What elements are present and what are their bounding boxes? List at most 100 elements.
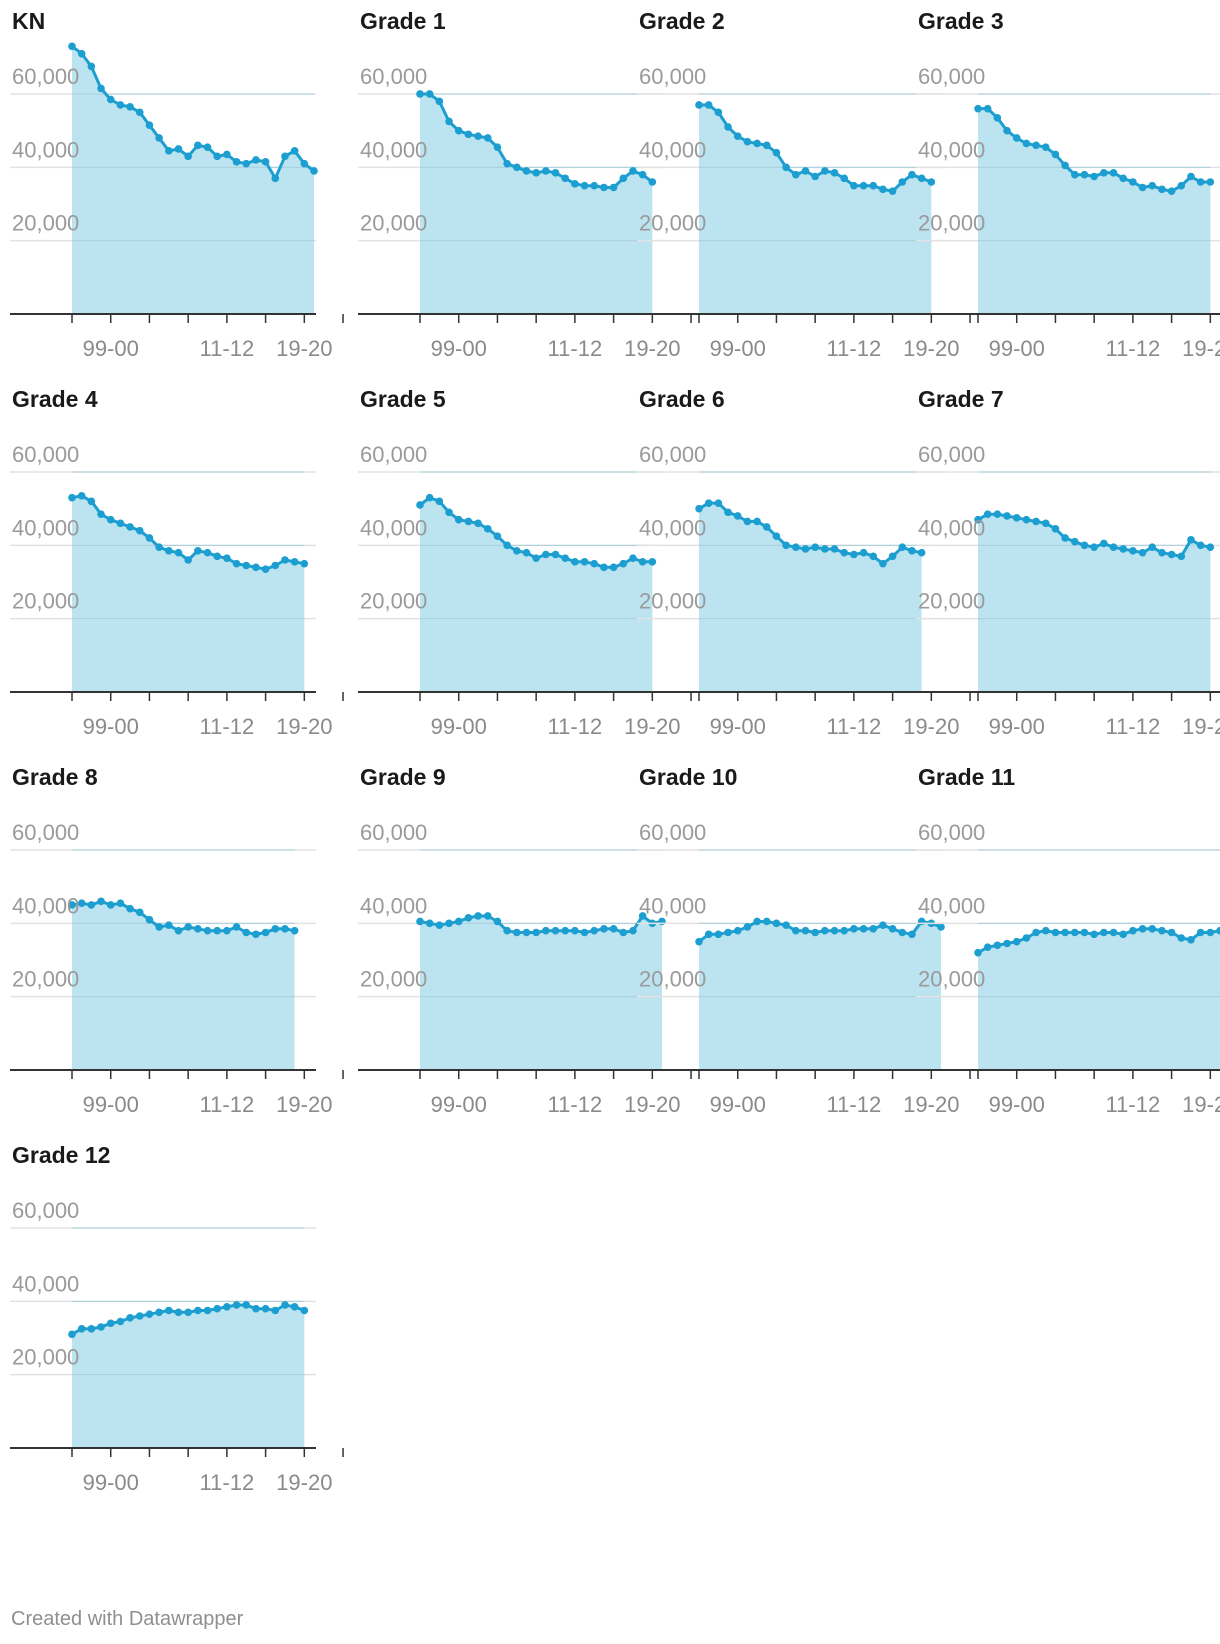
data-point: [77, 492, 86, 500]
data-point: [165, 921, 173, 929]
data-point: [1032, 141, 1040, 150]
data-point: [600, 183, 608, 192]
data-point: [638, 912, 647, 920]
data-point: [993, 114, 1002, 122]
data-point: [184, 152, 192, 161]
panel-kn: KN 99-00 11-12 19-20 20,000 40,000 60,000: [0, 0, 344, 380]
data-point: [1051, 150, 1060, 159]
data-point: [898, 178, 907, 186]
data-point: [1187, 172, 1195, 181]
data-point: [724, 123, 732, 131]
x-tick-label: 19-20: [1182, 336, 1220, 361]
y-tick-label: 20,000: [360, 211, 427, 236]
data-point: [425, 919, 434, 928]
data-point: [743, 517, 752, 526]
data-point: [503, 159, 511, 168]
data-point: [1138, 925, 1147, 933]
data-point: [483, 134, 492, 142]
data-point: [242, 928, 251, 937]
y-tick-label: 40,000: [12, 515, 79, 540]
data-point: [1119, 930, 1127, 939]
data-point: [416, 90, 424, 98]
x-tick-label: 99-00: [989, 714, 1045, 739]
x-tick-label: 99-00: [431, 714, 487, 739]
data-point: [77, 899, 86, 907]
data-point: [223, 926, 231, 935]
data-point: [762, 523, 771, 531]
data-point: [821, 545, 829, 553]
data-point: [1196, 178, 1205, 186]
data-point: [580, 181, 589, 190]
data-point: [850, 550, 858, 559]
data-point: [77, 49, 86, 58]
data-point: [1167, 928, 1176, 937]
y-tick-label: 20,000: [639, 589, 706, 614]
panel-grade-1: Grade 1 99-00 11-12 19-20 20,000 40,000 60,000: [348, 0, 692, 380]
data-point: [1196, 541, 1205, 550]
panel-grade-2: Grade 2 99-00 11-12 19-20 20,000 40,000 60,000: [627, 0, 971, 380]
data-point: [116, 101, 125, 109]
data-point: [571, 926, 579, 935]
y-tick-label: 60,000: [918, 64, 985, 89]
panel-title: Grade 3: [918, 8, 1004, 34]
data-point: [145, 1310, 154, 1318]
data-point: [561, 554, 569, 562]
data-point: [1012, 514, 1021, 522]
data-point: [194, 141, 202, 150]
data-point: [993, 941, 1002, 950]
data-point: [811, 543, 819, 551]
data-point: [435, 497, 444, 506]
data-point: [571, 558, 579, 566]
data-point: [724, 928, 732, 937]
data-point: [145, 121, 154, 129]
data-point: [503, 541, 511, 550]
data-point: [571, 180, 579, 188]
data-point: [300, 1306, 309, 1315]
y-tick-label: 20,000: [918, 211, 985, 236]
panel-chart: 99-00 11-12 19-20 20,000 40,000 60,000: [358, 442, 692, 739]
data-point: [801, 545, 810, 553]
x-tick-label: 99-00: [83, 1470, 139, 1495]
data-point: [87, 1325, 96, 1333]
x-tick-label: 19-20: [1182, 1092, 1220, 1117]
data-point: [252, 563, 260, 572]
data-point: [743, 923, 752, 931]
y-tick-label: 20,000: [12, 589, 79, 614]
data-point: [290, 1303, 299, 1311]
data-point: [629, 167, 637, 175]
data-point: [1100, 928, 1108, 937]
data-point: [213, 1304, 221, 1313]
x-tick-label: 19-20: [624, 714, 680, 739]
data-point: [203, 548, 212, 557]
data-point: [898, 928, 907, 937]
footer-credit: Created with Datawrapper: [11, 1608, 244, 1630]
data-point: [782, 163, 790, 172]
data-point: [145, 534, 154, 542]
series-area: [699, 921, 941, 1070]
y-tick-label: 40,000: [639, 515, 706, 540]
data-point: [1167, 187, 1176, 195]
data-point: [242, 159, 251, 168]
data-point: [782, 921, 790, 929]
data-point: [753, 917, 761, 926]
data-point: [135, 1312, 144, 1320]
x-tick-label: 19-20: [903, 1092, 959, 1117]
y-tick-label: 60,000: [12, 1198, 79, 1223]
data-point: [271, 925, 280, 933]
x-tick-label: 99-00: [989, 336, 1045, 361]
data-point: [271, 561, 280, 570]
data-point: [184, 556, 192, 564]
data-point: [1187, 936, 1195, 944]
data-point: [542, 550, 550, 559]
y-tick-label: 40,000: [639, 893, 706, 918]
data-point: [590, 926, 599, 935]
data-point: [97, 1323, 105, 1331]
data-point: [281, 152, 289, 161]
x-tick-label: 11-12: [1106, 714, 1161, 739]
data-point: [165, 147, 173, 155]
data-point: [743, 137, 752, 146]
data-point: [532, 169, 540, 177]
y-tick-label: 40,000: [12, 1271, 79, 1296]
data-point: [1109, 169, 1118, 177]
data-point: [1071, 537, 1079, 546]
